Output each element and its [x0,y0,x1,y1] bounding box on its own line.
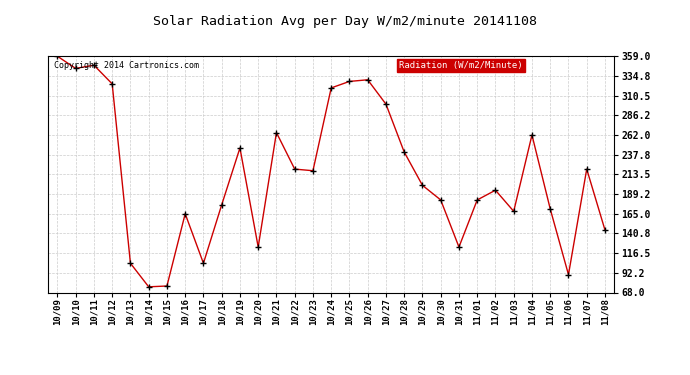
Text: Solar Radiation Avg per Day W/m2/minute 20141108: Solar Radiation Avg per Day W/m2/minute … [153,15,537,28]
Text: Copyright 2014 Cartronics.com: Copyright 2014 Cartronics.com [54,61,199,70]
Text: Radiation (W/m2/Minute): Radiation (W/m2/Minute) [399,61,523,70]
